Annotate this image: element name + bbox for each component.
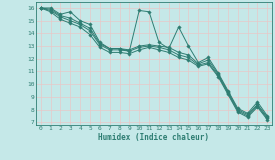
X-axis label: Humidex (Indice chaleur): Humidex (Indice chaleur) xyxy=(98,133,210,142)
